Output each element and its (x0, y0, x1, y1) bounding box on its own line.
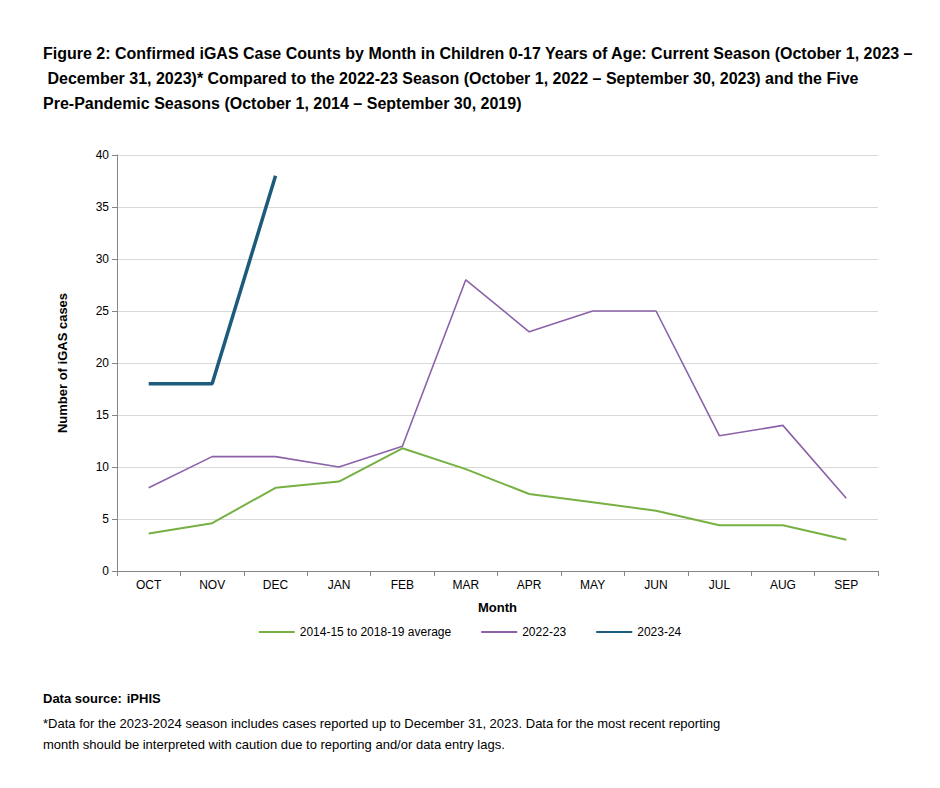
svg-text:MAY: MAY (580, 578, 605, 592)
svg-text:AUG: AUG (770, 578, 796, 592)
svg-text:2014-15 to 2018-19 average: 2014-15 to 2018-19 average (300, 625, 452, 639)
svg-text:iPHIS: iPHIS (127, 691, 161, 706)
svg-text:FEB: FEB (391, 578, 414, 592)
svg-text:35: 35 (96, 200, 110, 214)
svg-text:2023-24: 2023-24 (637, 625, 681, 639)
svg-text:MAR: MAR (452, 578, 479, 592)
svg-text:Number of iGAS cases: Number of iGAS cases (55, 293, 70, 433)
svg-text:0: 0 (102, 564, 109, 578)
svg-text:Data source:: Data source: (43, 691, 122, 706)
svg-text:2022-23: 2022-23 (522, 625, 566, 639)
svg-text:Figure 2: Confirmed iGAS Case: Figure 2: Confirmed iGAS Case Counts by … (43, 45, 913, 62)
svg-text:NOV: NOV (199, 578, 225, 592)
svg-text:15: 15 (96, 408, 110, 422)
svg-text:SEP: SEP (834, 578, 858, 592)
svg-text:DEC: DEC (263, 578, 289, 592)
svg-text:December 31, 2023)* Compared t: December 31, 2023)* Compared to the 2022… (43, 70, 863, 87)
svg-text:30: 30 (96, 252, 110, 266)
svg-text:*Data for the 2023-2024 season: *Data for the 2023-2024 season includes … (43, 716, 724, 731)
svg-text:APR: APR (517, 578, 542, 592)
svg-text:OCT: OCT (136, 578, 162, 592)
svg-text:JAN: JAN (328, 578, 351, 592)
svg-text:10: 10 (96, 460, 110, 474)
svg-text:25: 25 (96, 304, 110, 318)
svg-text:20: 20 (96, 356, 110, 370)
svg-text:40: 40 (96, 148, 110, 162)
svg-text:5: 5 (102, 512, 109, 526)
svg-text:month should be interpreted wi: month should be interpreted with caution… (43, 737, 505, 752)
svg-text:JUL: JUL (709, 578, 731, 592)
svg-text:Pre-Pandemic Seasons (October: Pre-Pandemic Seasons (October 1, 2014 – … (43, 95, 521, 112)
svg-text:Month: Month (478, 600, 517, 615)
svg-text:JUN: JUN (644, 578, 667, 592)
